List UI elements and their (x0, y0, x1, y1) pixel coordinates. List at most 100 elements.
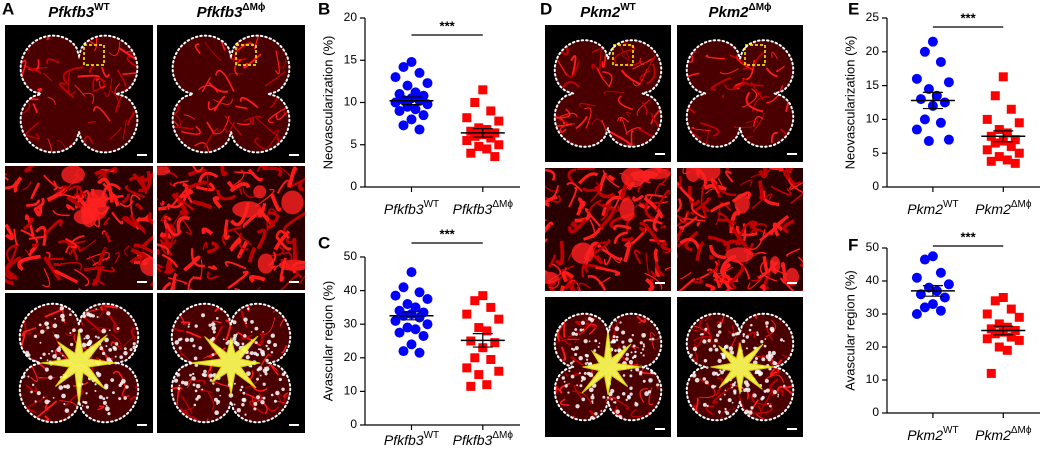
vessel (684, 230, 699, 252)
speckle (104, 337, 109, 343)
vessel (129, 214, 146, 232)
vessel (280, 274, 298, 290)
vessel (698, 318, 704, 331)
vessel (610, 191, 622, 210)
speckle (119, 355, 124, 360)
vessel (206, 271, 219, 280)
y-tick-label: 20 (344, 10, 358, 24)
speckle (192, 383, 196, 387)
data-point (982, 114, 992, 124)
vessel (719, 68, 739, 75)
speckle (84, 400, 88, 405)
speckle (253, 351, 258, 356)
vessel (587, 275, 607, 291)
vessel (545, 185, 559, 202)
vessel (157, 263, 164, 273)
speckle (578, 372, 581, 375)
data-point (410, 324, 421, 335)
speckle (129, 348, 133, 352)
speckle (180, 380, 185, 385)
significance-label: *** (960, 229, 976, 244)
speckle (768, 350, 772, 355)
speckle (266, 339, 272, 345)
speckle (123, 396, 127, 400)
speckle (264, 366, 267, 369)
panel-label: D (540, 0, 552, 18)
speckle (99, 346, 104, 351)
data-point (994, 342, 1004, 352)
speckle (642, 379, 646, 383)
vessel (646, 55, 656, 71)
speckle (586, 361, 589, 364)
error-bar (922, 91, 943, 110)
data-point (919, 302, 930, 313)
speckle (195, 397, 199, 401)
data-point (1006, 141, 1016, 151)
vessel (559, 382, 571, 394)
vessel (262, 166, 283, 178)
data-point (1010, 158, 1020, 168)
speckle (132, 342, 136, 346)
tuft (278, 259, 305, 271)
vessel (769, 357, 780, 374)
speckle (249, 351, 254, 355)
vessel (677, 252, 679, 259)
data-point (939, 292, 950, 303)
vessel (255, 116, 276, 135)
speckle (108, 329, 111, 332)
gene-name: Pfkfb3 (453, 201, 493, 217)
speckle (104, 383, 109, 389)
data-point (406, 339, 417, 350)
speckle (44, 399, 50, 405)
data-point (398, 62, 409, 73)
vessel (132, 172, 148, 195)
speckle (615, 338, 619, 342)
vessel (268, 105, 290, 124)
vessel (797, 256, 803, 267)
y-tick-label: 40 (344, 283, 358, 297)
vessel (632, 194, 644, 202)
data-point (470, 98, 480, 107)
speckle (42, 352, 46, 356)
gene-name: Pkm2 (975, 427, 1011, 443)
vessel (679, 212, 688, 223)
vessel (103, 77, 113, 97)
vessel (195, 182, 215, 192)
speckle (27, 375, 30, 378)
vessel (654, 183, 666, 195)
speckle (630, 351, 633, 354)
speckle (574, 332, 578, 336)
vessel (97, 246, 107, 266)
vessel (705, 341, 720, 345)
data-point (466, 381, 476, 391)
gene-name: Pfkfb3 (384, 201, 424, 217)
speckle (707, 338, 711, 343)
speckle (194, 324, 198, 328)
vessel (57, 240, 79, 261)
vessel (172, 113, 182, 128)
speckle (616, 395, 620, 400)
speckle (651, 337, 655, 341)
vessel (183, 255, 201, 272)
speckle (711, 371, 717, 376)
speckle (714, 338, 718, 343)
speckle (716, 373, 720, 377)
speckle (600, 410, 603, 412)
vessel (625, 127, 642, 134)
vessel (770, 185, 792, 196)
speckle (233, 382, 236, 385)
vessel (122, 336, 136, 347)
data-point (406, 114, 417, 125)
outline (553, 39, 663, 148)
vessel (292, 237, 298, 261)
vessel (5, 176, 9, 181)
vessel (101, 66, 111, 78)
vessel (686, 318, 700, 332)
data-point (406, 267, 417, 278)
speckle (750, 323, 753, 327)
speckle (699, 333, 702, 336)
vessel (162, 281, 172, 290)
data-point (1006, 332, 1016, 342)
speckle (241, 397, 247, 403)
data-point (986, 368, 996, 378)
